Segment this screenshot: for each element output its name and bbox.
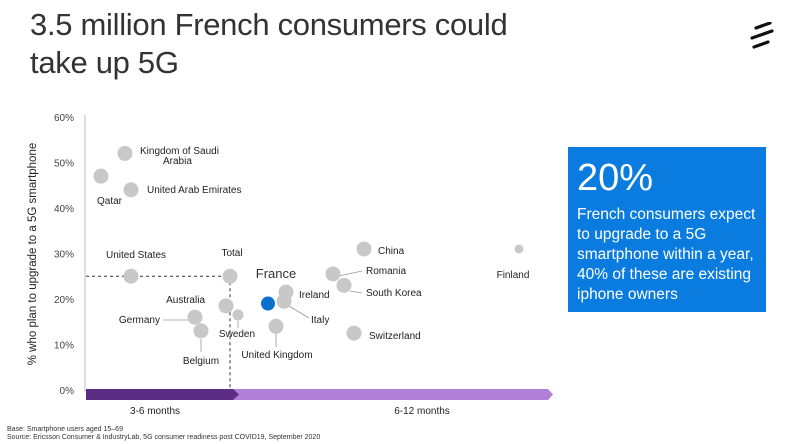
data-point-kingdom-of-saudi-arabia: [117, 145, 133, 161]
point-label-total: Total: [221, 248, 242, 259]
data-point-qatar: [93, 168, 109, 184]
point-label-south-korea: South Korea: [366, 288, 422, 299]
data-point-south-korea: [336, 277, 352, 293]
point-label-qatar: Qatar: [97, 196, 123, 207]
callout-stat: 20%: [577, 157, 654, 199]
ericsson-logo-icon: [750, 22, 774, 49]
point-label-finland: Finland: [497, 270, 530, 281]
data-point-united-arab-emirates: [123, 182, 139, 198]
data-point-united-states: [123, 268, 139, 284]
footer-source: Source: Ericsson Consumer & IndustryLab,…: [7, 434, 321, 441]
y-tick-label: 30%: [54, 250, 74, 261]
callout-text: French consumers expect to upgrade to a …: [577, 206, 756, 303]
point-label-china: China: [378, 246, 405, 257]
point-label-romania: Romania: [366, 266, 406, 277]
x-band-label: 6-12 months: [394, 406, 450, 417]
point-label-italy: Italy: [311, 315, 329, 326]
data-point-australia: [218, 298, 234, 314]
leader-line-south-korea: [349, 290, 363, 294]
data-point-china: [356, 241, 372, 257]
footer-base: Base: Smartphone users aged 15–69: [7, 426, 123, 433]
point-label-kingdom-of-saudi-arabia: Arabia: [163, 156, 192, 167]
data-point-total: [222, 268, 238, 284]
page-title: 3.5 million French consumers could take …: [30, 7, 508, 80]
data-point-finland: [514, 244, 524, 254]
point-label-belgium: Belgium: [183, 356, 219, 367]
data-point-germany: [187, 309, 203, 325]
data-point-switzerland: [346, 325, 362, 341]
data-point-united-kingdom: [268, 318, 284, 334]
y-tick-label: 0%: [60, 386, 75, 397]
data-point-romania: [325, 266, 341, 282]
y-tick-label: 20%: [54, 295, 74, 306]
x-band-3-6-months: [86, 389, 239, 400]
point-label-united-arab-emirates: United Arab Emirates: [147, 185, 242, 196]
data-point-belgium: [193, 323, 209, 339]
y-tick-label: 40%: [54, 204, 74, 215]
y-tick-label: 60%: [54, 113, 74, 124]
data-point-italy: [276, 293, 292, 309]
leader-line-romania: [338, 270, 363, 277]
x-band-label: 3-6 months: [130, 406, 180, 417]
data-point-france: [261, 296, 275, 311]
point-label-france: France: [256, 266, 296, 281]
point-label-sweden: Sweden: [219, 329, 255, 340]
y-tick-label: 50%: [54, 159, 74, 170]
point-label-kingdom-of-saudi-arabia: Kingdom of Saudi: [140, 146, 219, 157]
point-label-australia: Australia: [166, 295, 205, 306]
point-label-ireland: Ireland: [299, 290, 330, 301]
point-label-germany: Germany: [119, 315, 160, 326]
point-label-united-kingdom: United Kingdom: [241, 350, 312, 361]
y-tick-label: 10%: [54, 341, 74, 352]
y-axis-title: % who plan to upgrade to a 5G smartphone: [27, 143, 39, 365]
data-point-sweden: [232, 309, 244, 321]
point-label-switzerland: Switzerland: [369, 331, 421, 342]
leader-line-italy: [288, 305, 310, 319]
callout-box: 20% French consumers expect to upgrade t…: [568, 147, 766, 312]
point-label-united-states: United States: [106, 250, 166, 261]
